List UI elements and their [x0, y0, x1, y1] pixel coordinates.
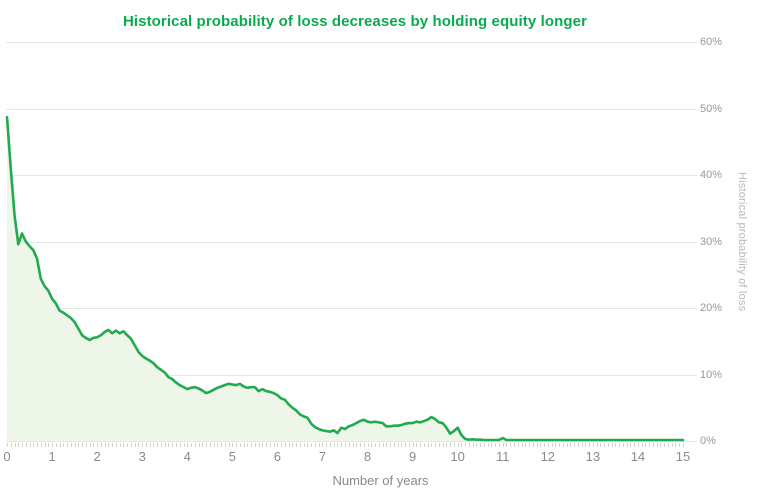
x-tick-label: 4: [183, 449, 191, 464]
loss-probability-line: [5, 115, 685, 442]
y-tick-label: 10%: [700, 368, 723, 381]
x-tick-label: 9: [408, 449, 417, 464]
loss-probability-area: [7, 117, 683, 441]
x-tick-label: 12: [540, 449, 556, 464]
x-tick-label: 6: [273, 449, 281, 464]
y-axis-title: Historical probability of loss: [736, 171, 748, 312]
x-tick-label: 11: [495, 449, 510, 464]
x-tick-label: 2: [93, 449, 101, 464]
x-tick-label: 3: [138, 449, 146, 464]
x-tick-label: 14: [630, 449, 646, 464]
x-tick-label: 13: [585, 449, 601, 464]
x-tick-label: 10: [450, 449, 465, 464]
x-tick-label: 7: [318, 449, 327, 464]
y-tick-label: 40%: [700, 169, 723, 181]
x-tick-label: 0: [3, 449, 11, 464]
x-tick-label: 8: [363, 449, 372, 464]
x-tick-label: 5: [228, 449, 236, 464]
y-tick-label: 60%: [700, 36, 723, 48]
y-tick-label: 0%: [700, 435, 716, 447]
chart-title: Historical probability of loss decreases…: [122, 13, 588, 30]
y-tick-label: 30%: [700, 235, 723, 248]
x-axis-title: Number of years: [332, 473, 429, 488]
y-tick-label: 50%: [700, 102, 723, 115]
x-tick-label: 1: [48, 449, 56, 464]
x-tick-label: 15: [675, 449, 691, 464]
y-tick-label: 20%: [700, 302, 723, 314]
